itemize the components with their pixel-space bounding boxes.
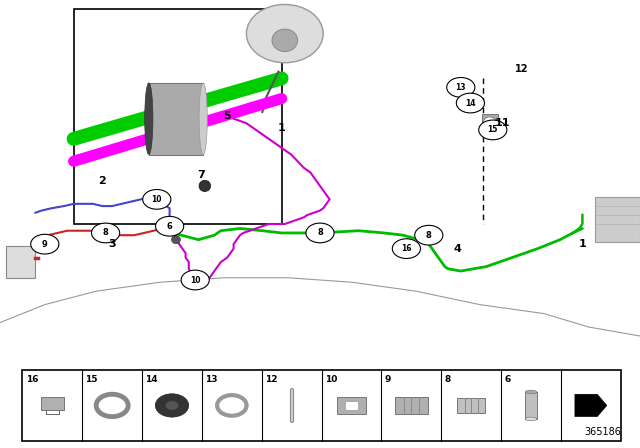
Bar (41, 397, 64, 410)
Text: 8: 8 (103, 228, 108, 237)
Text: 12: 12 (265, 375, 278, 384)
Ellipse shape (199, 180, 211, 192)
Circle shape (96, 394, 128, 417)
Circle shape (415, 225, 443, 245)
Text: 5: 5 (223, 112, 231, 121)
Ellipse shape (145, 83, 153, 155)
Ellipse shape (272, 29, 298, 52)
Circle shape (31, 234, 59, 254)
Text: 3: 3 (108, 239, 116, 249)
Text: 10: 10 (152, 195, 162, 204)
Circle shape (143, 190, 171, 209)
Text: 14: 14 (465, 99, 476, 108)
Bar (482, 114, 498, 128)
Text: 13: 13 (456, 83, 466, 92)
Text: 2: 2 (99, 177, 106, 186)
Circle shape (92, 223, 120, 243)
Polygon shape (575, 394, 607, 417)
Circle shape (484, 117, 495, 125)
Text: 15: 15 (86, 375, 98, 384)
Text: 6: 6 (504, 375, 511, 384)
Text: 4: 4 (454, 244, 461, 254)
Text: 11: 11 (495, 118, 510, 128)
Bar (345, 401, 358, 410)
Ellipse shape (525, 390, 537, 394)
Circle shape (156, 394, 189, 417)
Text: 12: 12 (515, 65, 529, 74)
Text: 13: 13 (205, 375, 218, 384)
Circle shape (479, 120, 507, 140)
Circle shape (456, 93, 484, 113)
Ellipse shape (199, 83, 207, 155)
Circle shape (447, 78, 475, 97)
Ellipse shape (172, 236, 180, 244)
Text: 1: 1 (579, 239, 586, 249)
Text: 1: 1 (278, 123, 285, 133)
Text: 8: 8 (445, 375, 451, 384)
Bar (149, 83, 204, 155)
Ellipse shape (525, 417, 537, 421)
Bar (395, 397, 428, 414)
Text: 8: 8 (317, 228, 323, 237)
Bar (525, 392, 537, 419)
Text: 7: 7 (198, 170, 205, 180)
Text: 365186: 365186 (584, 427, 621, 437)
Bar (457, 398, 485, 413)
Text: 9: 9 (42, 240, 47, 249)
Circle shape (217, 395, 246, 416)
Bar (74, 9, 282, 224)
Text: 15: 15 (488, 125, 498, 134)
Text: 9: 9 (385, 375, 391, 384)
Circle shape (306, 223, 334, 243)
Bar (337, 397, 365, 414)
Circle shape (166, 401, 179, 410)
Text: 16: 16 (26, 375, 38, 384)
Circle shape (392, 239, 420, 258)
Text: 10: 10 (325, 375, 337, 384)
Text: 10: 10 (190, 276, 200, 284)
Bar (22, 370, 621, 441)
Bar (595, 197, 640, 242)
Text: 14: 14 (145, 375, 158, 384)
Text: 8: 8 (426, 231, 431, 240)
Circle shape (156, 216, 184, 236)
Text: 6: 6 (166, 222, 173, 231)
Circle shape (181, 270, 209, 290)
Text: 16: 16 (401, 244, 412, 253)
Bar (6, 246, 35, 278)
Ellipse shape (246, 4, 323, 63)
